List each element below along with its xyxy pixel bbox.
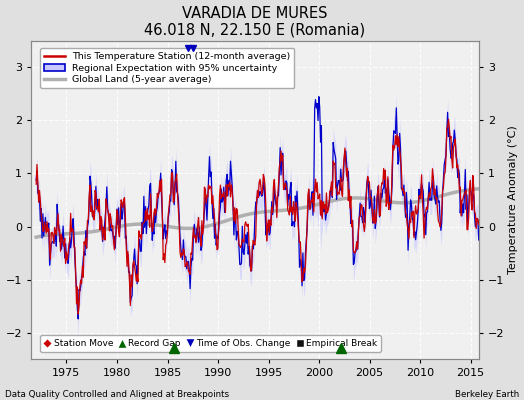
Text: Data Quality Controlled and Aligned at Breakpoints: Data Quality Controlled and Aligned at B… xyxy=(5,390,230,399)
Text: Berkeley Earth: Berkeley Earth xyxy=(454,390,519,399)
Y-axis label: Temperature Anomaly (°C): Temperature Anomaly (°C) xyxy=(508,126,518,274)
Title: VARADIA DE MURES
46.018 N, 22.150 E (Romania): VARADIA DE MURES 46.018 N, 22.150 E (Rom… xyxy=(144,6,365,38)
Legend: Station Move, Record Gap, Time of Obs. Change, Empirical Break: Station Move, Record Gap, Time of Obs. C… xyxy=(40,336,381,352)
